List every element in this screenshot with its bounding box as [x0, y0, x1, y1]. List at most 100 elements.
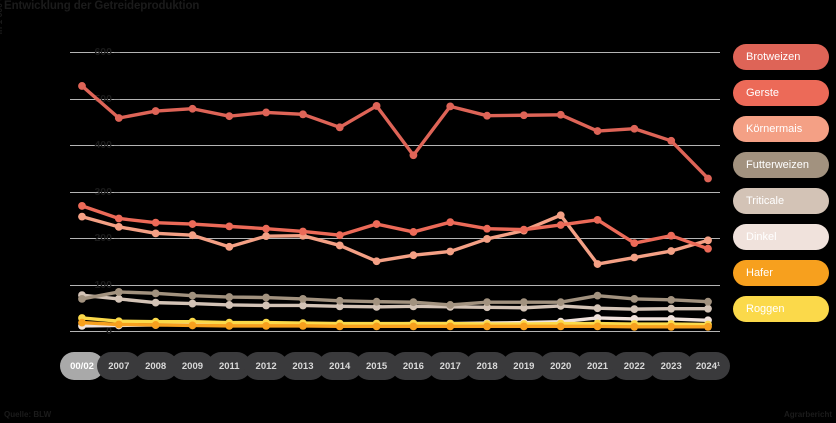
data-point: [188, 231, 197, 240]
y-axis-tick-label: 0: [106, 325, 112, 337]
data-point: [188, 321, 197, 330]
legend-item-futterweizen[interactable]: Futterweizen: [733, 152, 829, 178]
data-point: [409, 322, 418, 331]
data-point: [667, 304, 676, 313]
series-line: [80, 290, 710, 307]
data-point: [151, 218, 160, 227]
legend-item-triticale[interactable]: Triticale: [733, 188, 829, 214]
page-title: Entwicklung der Getreideproduktion: [4, 0, 200, 12]
y-axis-tick-label: 300: [94, 185, 112, 198]
data-point: [483, 111, 491, 120]
data-point: [188, 291, 197, 300]
y-axis-tick-mark: [114, 52, 120, 53]
data-point: [372, 220, 381, 228]
x-axis-label-0002[interactable]: 00/02: [60, 352, 104, 380]
data-point: [667, 322, 676, 331]
x-axis-label-2011[interactable]: 2011: [207, 352, 252, 380]
x-axis-label-2012[interactable]: 2012: [244, 352, 289, 380]
x-axis-label-2018[interactable]: 2018: [465, 352, 510, 380]
y-axis-tick-label: 100: [94, 278, 112, 291]
series-line: [80, 204, 710, 251]
data-point: [667, 231, 676, 240]
data-point: [409, 251, 418, 260]
data-point: [556, 110, 565, 119]
data-point: [114, 320, 123, 329]
data-point: [409, 151, 418, 160]
gridline: [70, 331, 720, 332]
x-axis-label-2013[interactable]: 2013: [280, 352, 325, 380]
gridline: [70, 284, 720, 286]
data-point: [630, 253, 639, 262]
data-point: [630, 239, 639, 248]
data-point: [446, 102, 455, 111]
series-körnermais: [78, 211, 712, 268]
data-point: [483, 224, 491, 233]
data-point: [372, 322, 381, 331]
series-line: [80, 320, 710, 329]
x-axis-label-2015[interactable]: 2015: [354, 352, 399, 380]
legend-item-dinkel[interactable]: Dinkel: [733, 224, 829, 250]
legend-item-gerste[interactable]: Gerste: [733, 80, 829, 106]
y-axis-line: [70, 44, 71, 332]
chart-plot-area: 600 500 400 300 200 100 0: [60, 44, 720, 337]
data-point: [151, 289, 160, 298]
x-axis-label-2007[interactable]: 2007: [96, 352, 141, 380]
data-point: [225, 321, 234, 330]
data-point: [704, 174, 712, 183]
data-point: [262, 293, 271, 302]
series-line: [80, 213, 710, 266]
series-futterweizen: [78, 288, 712, 309]
data-point: [630, 305, 639, 314]
data-point: [519, 303, 528, 312]
gridline: [70, 191, 720, 193]
x-axis-label-2014[interactable]: 2014: [317, 352, 362, 380]
data-point: [446, 247, 455, 256]
data-point: [519, 298, 528, 307]
x-axis-label-2019[interactable]: 2019: [501, 352, 546, 380]
data-point: [556, 221, 565, 229]
x-axis-label-2021[interactable]: 2021: [575, 352, 620, 380]
legend-item-hafer[interactable]: Hafer: [733, 260, 829, 286]
data-point: [225, 222, 234, 231]
data-point: [556, 298, 565, 307]
publication-note: Agrarbericht: [783, 410, 832, 419]
data-point: [188, 220, 197, 228]
series-gerste: [78, 202, 712, 253]
y-axis-unit-label: in 1 000 t: [0, 0, 4, 35]
data-point: [704, 236, 712, 245]
data-point: [299, 227, 307, 236]
x-axis-label-2020[interactable]: 2020: [538, 352, 583, 380]
data-point: [78, 318, 86, 327]
data-point: [519, 111, 528, 120]
data-point: [151, 229, 160, 238]
data-point: [409, 228, 418, 236]
x-axis-label-2024[interactable]: 2024¹: [686, 352, 730, 380]
series-lines: [78, 82, 712, 331]
x-axis-labels: 00/02 2007 2008 2009 2011 2012 2013 2014 2015 201…: [60, 352, 730, 380]
gridline: [70, 98, 720, 100]
x-axis-label-2009[interactable]: 2009: [170, 352, 215, 380]
data-point: [299, 301, 307, 310]
x-axis-label-2008[interactable]: 2008: [133, 352, 178, 380]
data-point: [593, 291, 602, 300]
data-point: [593, 322, 602, 331]
x-axis-label-2016[interactable]: 2016: [391, 352, 436, 380]
data-point: [299, 295, 307, 303]
x-axis-label-2022[interactable]: 2022: [612, 352, 657, 380]
x-axis-label-2017[interactable]: 2017: [428, 352, 473, 380]
data-point: [556, 322, 565, 331]
legend-item-roggen[interactable]: Roggen: [733, 296, 829, 322]
series-line: [80, 293, 710, 311]
data-point: [78, 82, 86, 90]
legend-item-brotweizen[interactable]: Brotweizen: [733, 44, 829, 70]
legend-item-körnermais[interactable]: Körnermais: [733, 116, 829, 142]
data-point: [630, 295, 639, 303]
data-point: [519, 322, 528, 331]
data-point: [299, 321, 307, 330]
y-axis-tick-mark: [114, 284, 120, 286]
data-point: [151, 107, 160, 115]
data-point: [225, 242, 234, 251]
data-point: [483, 298, 491, 307]
data-point: [225, 293, 234, 301]
x-axis-label-2023[interactable]: 2023: [649, 352, 694, 380]
